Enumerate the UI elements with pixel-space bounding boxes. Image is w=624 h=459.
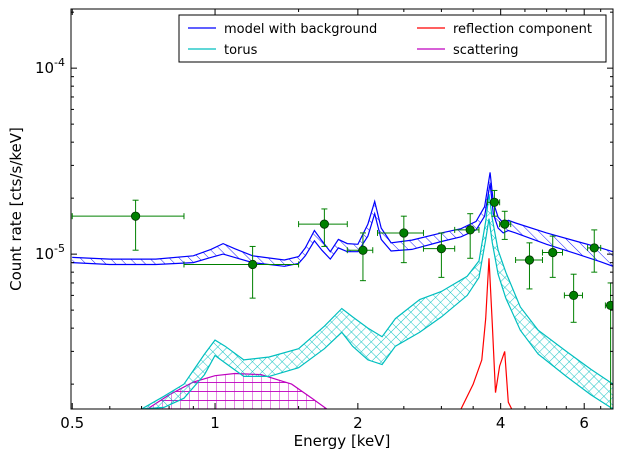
data-point-marker	[130, 211, 141, 221]
series-layer	[72, 172, 613, 409]
legend-box	[178, 14, 607, 63]
data-point-8	[499, 210, 512, 240]
y-tick-label: 10-5	[35, 242, 65, 263]
data-point-11	[563, 273, 583, 323]
data-point-7	[486, 189, 501, 217]
x-axis-label: Energy [keV]	[294, 432, 391, 450]
data-point-marker	[524, 255, 535, 265]
series-upper-torus	[141, 194, 613, 409]
data-point-10	[541, 235, 563, 278]
data-point-marker	[605, 300, 613, 311]
data-point-marker	[319, 219, 329, 229]
legend-label-reflection: reflection component	[453, 22, 592, 37]
series-model-with-background	[72, 172, 613, 267]
series-band-scattering	[147, 373, 327, 409]
series-line-reflection-component	[460, 258, 513, 409]
legend-label-scattering: scattering	[453, 43, 519, 58]
data-point-12	[587, 229, 602, 273]
series-lower-model-with-background	[72, 183, 613, 267]
x-axis-ticks: 0.5 1 2 4 6	[60, 9, 602, 432]
x-tick-label: 0.5	[60, 414, 84, 432]
data-point-1	[183, 245, 300, 299]
legend-label-torus: torus	[224, 43, 258, 58]
data-point-marker	[589, 243, 599, 253]
y-axis-ticks: 10-5 10-4	[35, 11, 613, 385]
series-band-torus	[141, 194, 613, 409]
data-point-marker	[489, 197, 499, 207]
series-lower-torus	[141, 218, 613, 409]
data-point-4	[376, 215, 424, 264]
data-points-layer	[71, 189, 613, 409]
data-point-6	[454, 213, 480, 259]
data-point-marker	[358, 245, 368, 255]
data-point-2	[298, 208, 348, 247]
data-point-marker	[500, 219, 510, 229]
data-point-marker	[569, 290, 579, 300]
data-point-marker	[436, 244, 446, 254]
data-point-marker	[248, 259, 258, 270]
legend-label-model: model with background	[224, 22, 377, 37]
legend: model with background torus reflection c…	[178, 14, 607, 63]
x-tick-label: 4	[496, 414, 506, 432]
y-tick-label: 10-4	[35, 56, 65, 77]
x-tick-label: 2	[353, 414, 363, 432]
data-point-marker	[399, 228, 409, 238]
x-tick-label: 1	[210, 414, 220, 432]
data-point-marker	[548, 247, 558, 258]
data-point-13	[604, 282, 613, 409]
data-point-0	[71, 199, 185, 251]
x-tick-label: 6	[579, 414, 589, 432]
series-band-model-with-background	[72, 172, 613, 267]
data-point-9	[515, 242, 543, 290]
y-axis-label: Count rate [cts/s/keV]	[7, 127, 25, 291]
data-point-marker	[465, 225, 475, 235]
series-torus	[141, 194, 613, 409]
data-point-3	[346, 232, 374, 282]
series-reflection-component	[460, 258, 513, 409]
data-point-5	[422, 232, 456, 278]
plot-frame	[70, 8, 614, 410]
